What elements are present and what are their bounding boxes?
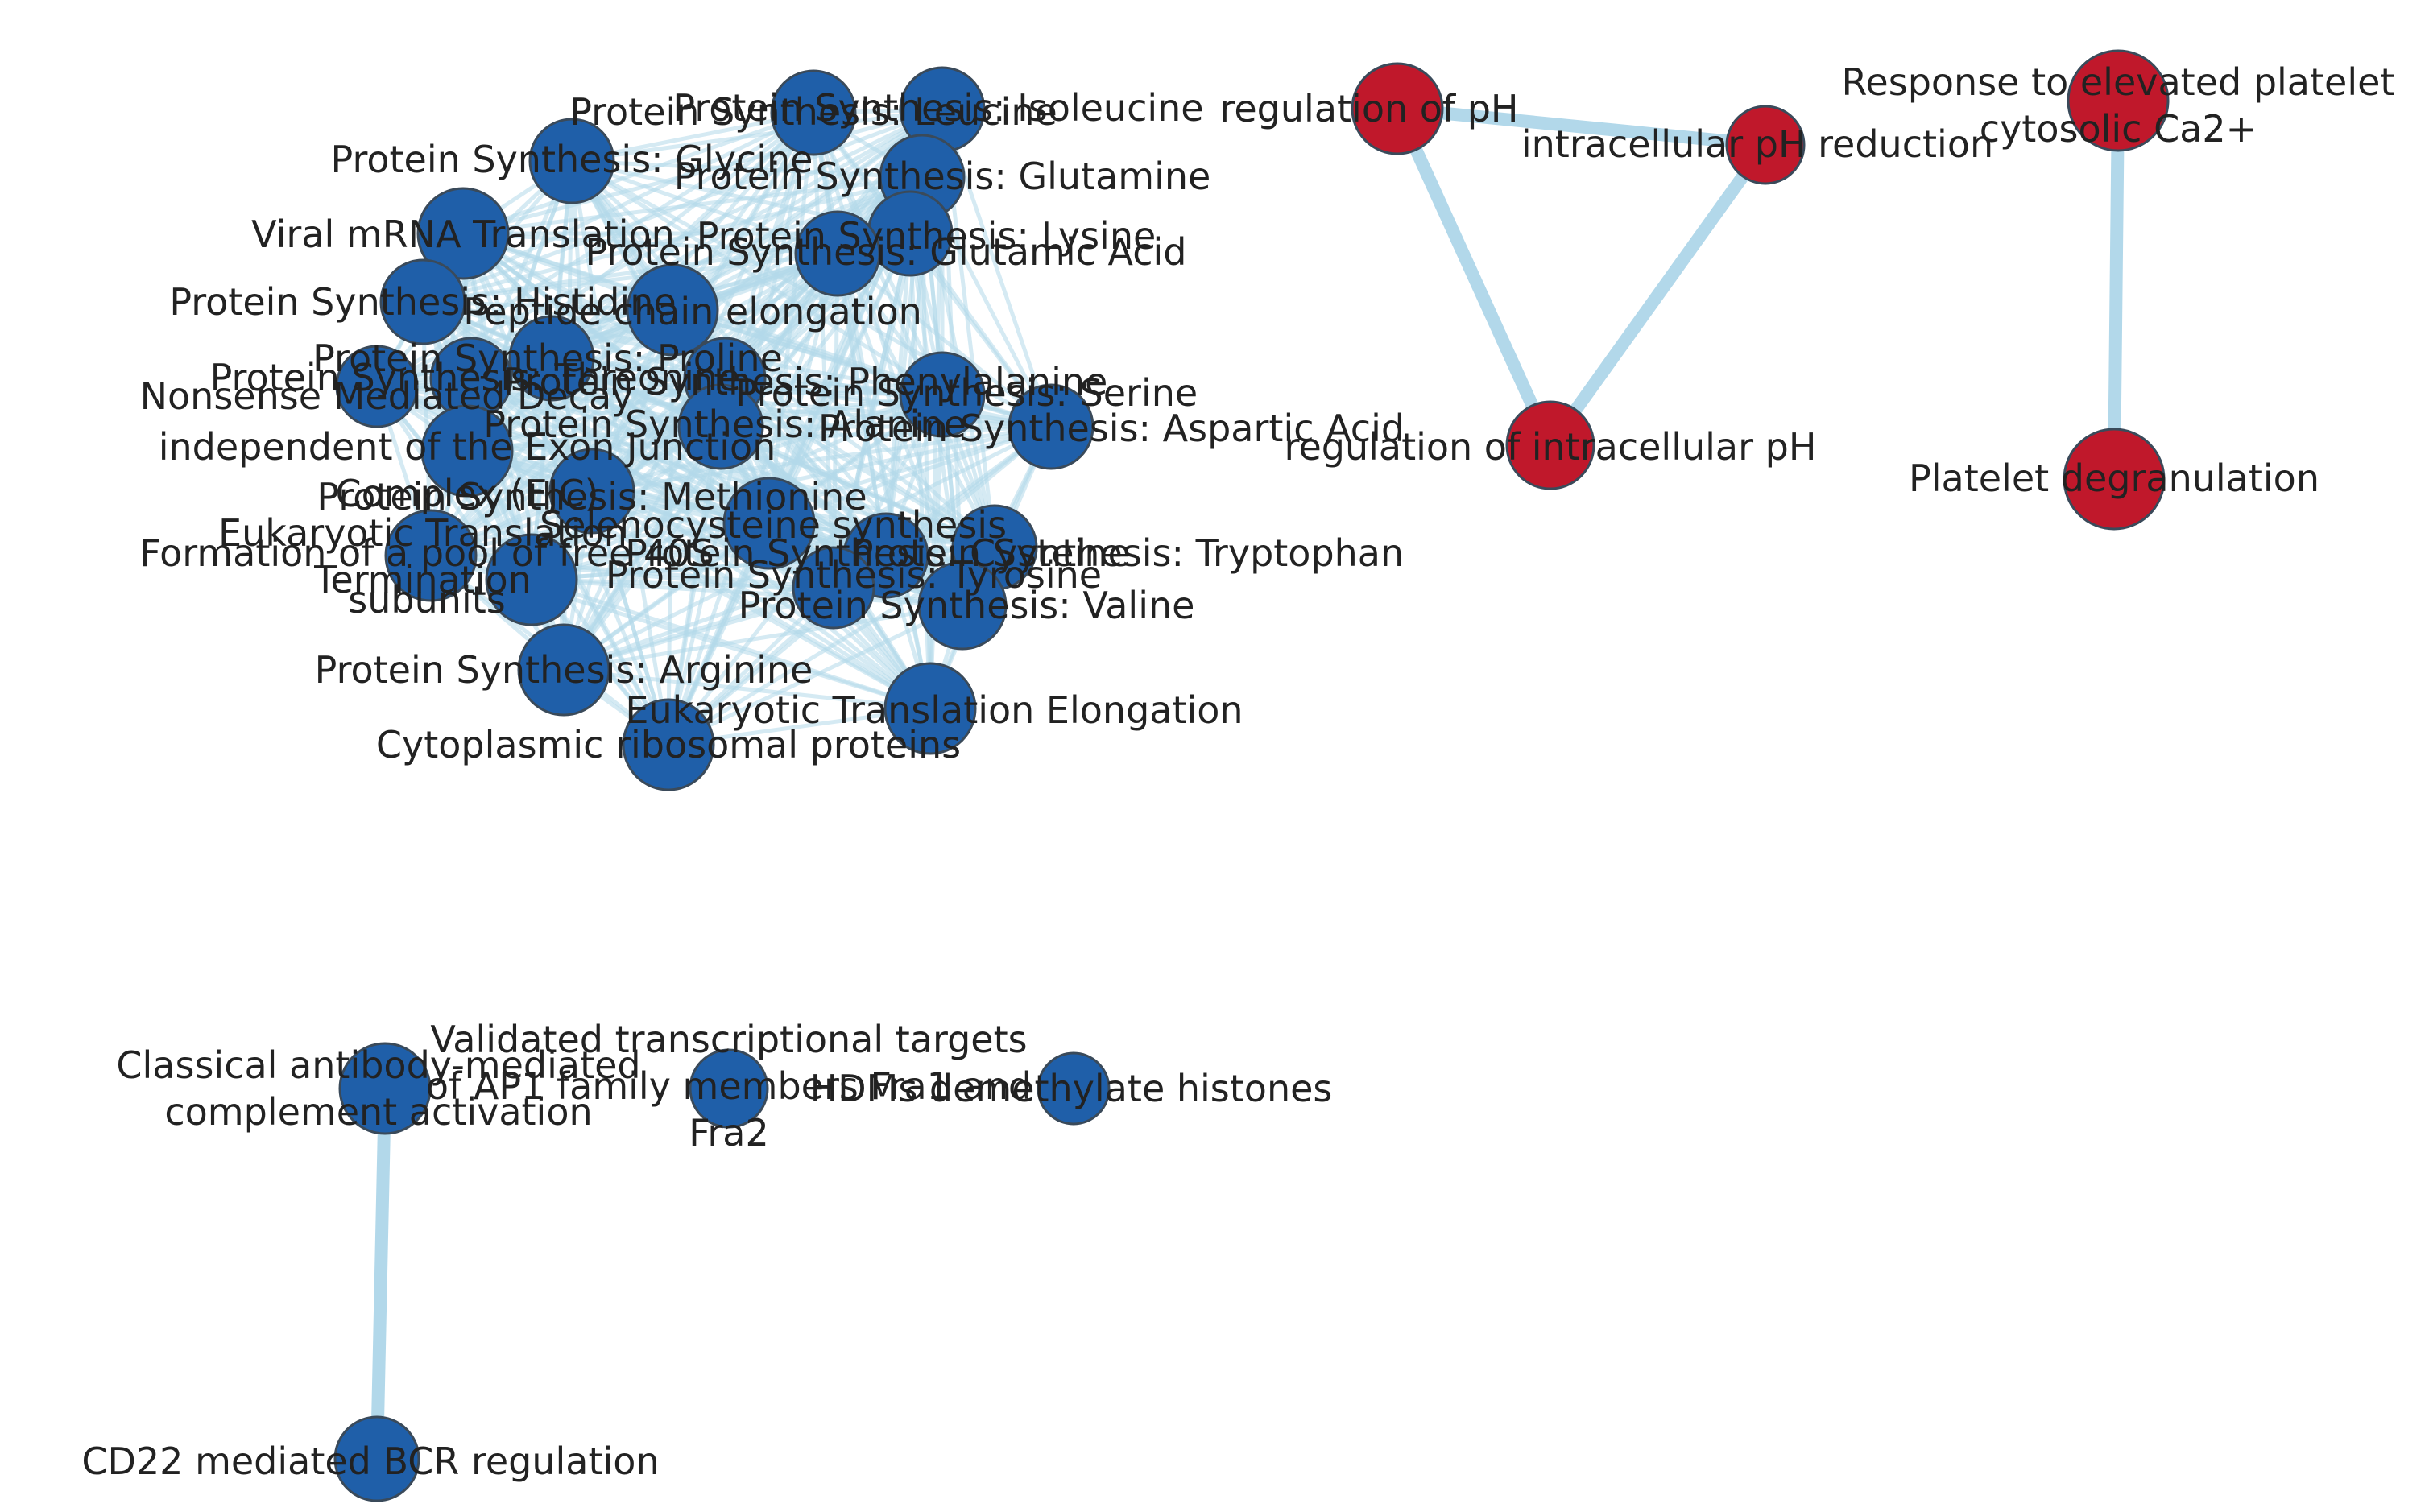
edge bbox=[569, 159, 925, 180]
label-reg-intra-ph: regulation of intracellular pH bbox=[1285, 425, 1817, 469]
label-ps-alanine: Protein Synthesis: Alanine bbox=[483, 403, 966, 446]
node-ps-serine[interactable] bbox=[899, 351, 986, 438]
label-ps-lysine: Protein Synthesis: Lysine bbox=[697, 214, 1157, 258]
node-ps-valine[interactable] bbox=[917, 560, 1008, 651]
node-ps-arginine[interactable] bbox=[517, 623, 610, 717]
edge bbox=[561, 667, 933, 711]
node-plt-degran[interactable] bbox=[2063, 428, 2166, 531]
edge bbox=[461, 175, 925, 236]
label-nmd-ejc: independent of the Exon Junction Complex … bbox=[159, 425, 776, 515]
node-ps-methionine[interactable] bbox=[548, 448, 635, 535]
edge bbox=[590, 392, 945, 494]
label-cyto-ribo: Cytoplasmic ribosomal proteins bbox=[376, 723, 961, 766]
edge bbox=[767, 424, 1053, 526]
label-ps-aspartic: Protein Synthesis: Aspartic Acid bbox=[818, 407, 1405, 450]
label-classical-ab: Classical antibody-mediated complement ac… bbox=[116, 1043, 640, 1134]
label-peptide-elong: Peptide chain elongation bbox=[463, 290, 922, 333]
edge-intra-ph-red-reg-intra-ph bbox=[1544, 138, 1772, 452]
node-intra-ph-red[interactable] bbox=[1725, 105, 1806, 185]
label-ps-glutamine: Protein Synthesis: Glutamine bbox=[674, 155, 1211, 198]
node-ps-tyrosine[interactable] bbox=[792, 546, 875, 630]
node-ps-glutamic[interactable] bbox=[794, 210, 881, 297]
label-resp-ca: Response to elevated platelet cytosolic C… bbox=[1842, 60, 2395, 151]
edge bbox=[718, 424, 997, 550]
node-reg-intra-ph[interactable] bbox=[1505, 400, 1595, 490]
node-resp-ca[interactable] bbox=[2067, 49, 2170, 152]
label-ps-leucine: Protein Synthesis: Leucine bbox=[569, 90, 1057, 134]
node-euk-term[interactable] bbox=[384, 509, 478, 602]
node-ps-histidine[interactable] bbox=[379, 258, 466, 345]
label-ps-tryptophan: Protein Synthesis: Tryptophan bbox=[851, 531, 1404, 575]
label-nmd: Nonsense Mediated Decay bbox=[140, 374, 634, 418]
node-ap1-fra2[interactable] bbox=[689, 1048, 769, 1129]
node-cyto-ribo[interactable] bbox=[622, 698, 715, 791]
edge bbox=[529, 577, 965, 608]
label-pool-40s: Formation of a pool of free 40S subunits bbox=[139, 531, 714, 622]
edge-resp-ca-plt-degran bbox=[2108, 94, 2125, 485]
nodes-layer bbox=[333, 49, 2170, 1502]
node-nmd[interactable] bbox=[335, 345, 419, 428]
label-ps-threonine: Protein Synthesis: Threonine bbox=[210, 356, 741, 399]
node-ps-alanine[interactable] bbox=[677, 383, 764, 470]
label-ps-isoleucine: Protein Synthesis: Isoleucine bbox=[672, 86, 1203, 130]
node-viral-mrna[interactable] bbox=[416, 187, 510, 280]
node-ps-aspartic[interactable] bbox=[1008, 383, 1094, 470]
node-seleno[interactable] bbox=[722, 477, 816, 570]
edge-reg-ph-reg-intra-ph bbox=[1391, 102, 1557, 452]
edge bbox=[569, 107, 945, 163]
node-ps-glycine[interactable] bbox=[528, 118, 615, 204]
edge-reg-ph-intra-ph-red bbox=[1391, 102, 1772, 151]
node-reg-ph[interactable] bbox=[1351, 62, 1444, 155]
label-viral-mrna: Viral mRNA Translation bbox=[251, 213, 675, 256]
label-euk-term: Eukaryotic Translation Termination bbox=[218, 511, 627, 601]
label-ps-histidine: Protein Synthesis: Histidine bbox=[169, 280, 676, 324]
label-hdm-demethylate: HDMs demethylate histones bbox=[810, 1067, 1333, 1110]
node-cd22[interactable] bbox=[333, 1415, 420, 1502]
label-ps-cysteine: Protein Synthesis: Cysteine bbox=[625, 531, 1131, 575]
label-ps-arginine: Protein Synthesis: Arginine bbox=[315, 648, 813, 692]
label-intra-ph-red: intracellular pH reduction bbox=[1521, 122, 1993, 166]
edge bbox=[835, 251, 1053, 429]
node-euk-elong[interactable] bbox=[883, 662, 977, 755]
label-euk-elong: Eukaryotic Translation Elongation bbox=[625, 688, 1243, 732]
edge-classical-ab-cd22 bbox=[370, 1082, 391, 1465]
edge bbox=[428, 521, 772, 558]
label-ps-valine: Protein Synthesis: Valine bbox=[739, 584, 1195, 627]
label-ps-phenylalanine: Protein Synthesis: Phenylalanine bbox=[503, 360, 1108, 403]
node-pool-40s[interactable] bbox=[485, 533, 578, 626]
label-ps-serine: Protein Synthesis: Serine bbox=[735, 371, 1198, 415]
edge bbox=[420, 175, 925, 304]
label-plt-degran: Platelet degranulation bbox=[1909, 456, 2319, 500]
edge bbox=[561, 585, 836, 672]
node-ps-proline[interactable] bbox=[508, 315, 595, 402]
label-ps-methionine: Protein Synthesis: Methionine bbox=[317, 475, 867, 518]
node-ps-leucine[interactable] bbox=[770, 69, 857, 156]
edge bbox=[561, 603, 965, 672]
edge bbox=[666, 603, 965, 747]
node-hdm-demethylate[interactable] bbox=[1037, 1051, 1111, 1126]
node-nmd-ejc[interactable] bbox=[420, 404, 514, 498]
edge bbox=[590, 424, 1053, 494]
edge bbox=[420, 251, 840, 304]
edge bbox=[835, 251, 933, 711]
node-peptide-elong[interactable] bbox=[626, 263, 719, 357]
label-reg-ph: regulation of pH bbox=[1219, 87, 1518, 130]
label-ps-tyrosine: Protein Synthesis: Tyrosine bbox=[606, 553, 1102, 597]
label-seleno: Selenocysteine synthesis bbox=[540, 503, 1007, 547]
node-classical-ab[interactable] bbox=[338, 1042, 432, 1135]
edge bbox=[461, 107, 945, 236]
edge bbox=[461, 231, 840, 256]
label-ps-proline: Protein Synthesis: Proline bbox=[312, 337, 783, 380]
edge bbox=[590, 489, 836, 590]
label-ap1-fra2: Validated transcriptional targets of AP1 … bbox=[426, 1018, 1032, 1155]
label-ps-glycine: Protein Synthesis: Glycine bbox=[331, 138, 813, 181]
edge bbox=[569, 159, 997, 550]
edge bbox=[461, 110, 816, 236]
label-ps-glutamic: Protein Synthesis: Glutamic Acid bbox=[585, 230, 1186, 274]
edge bbox=[722, 376, 997, 550]
edge bbox=[428, 392, 945, 558]
label-cd22: CD22 mediated BCR regulation bbox=[81, 1440, 659, 1483]
